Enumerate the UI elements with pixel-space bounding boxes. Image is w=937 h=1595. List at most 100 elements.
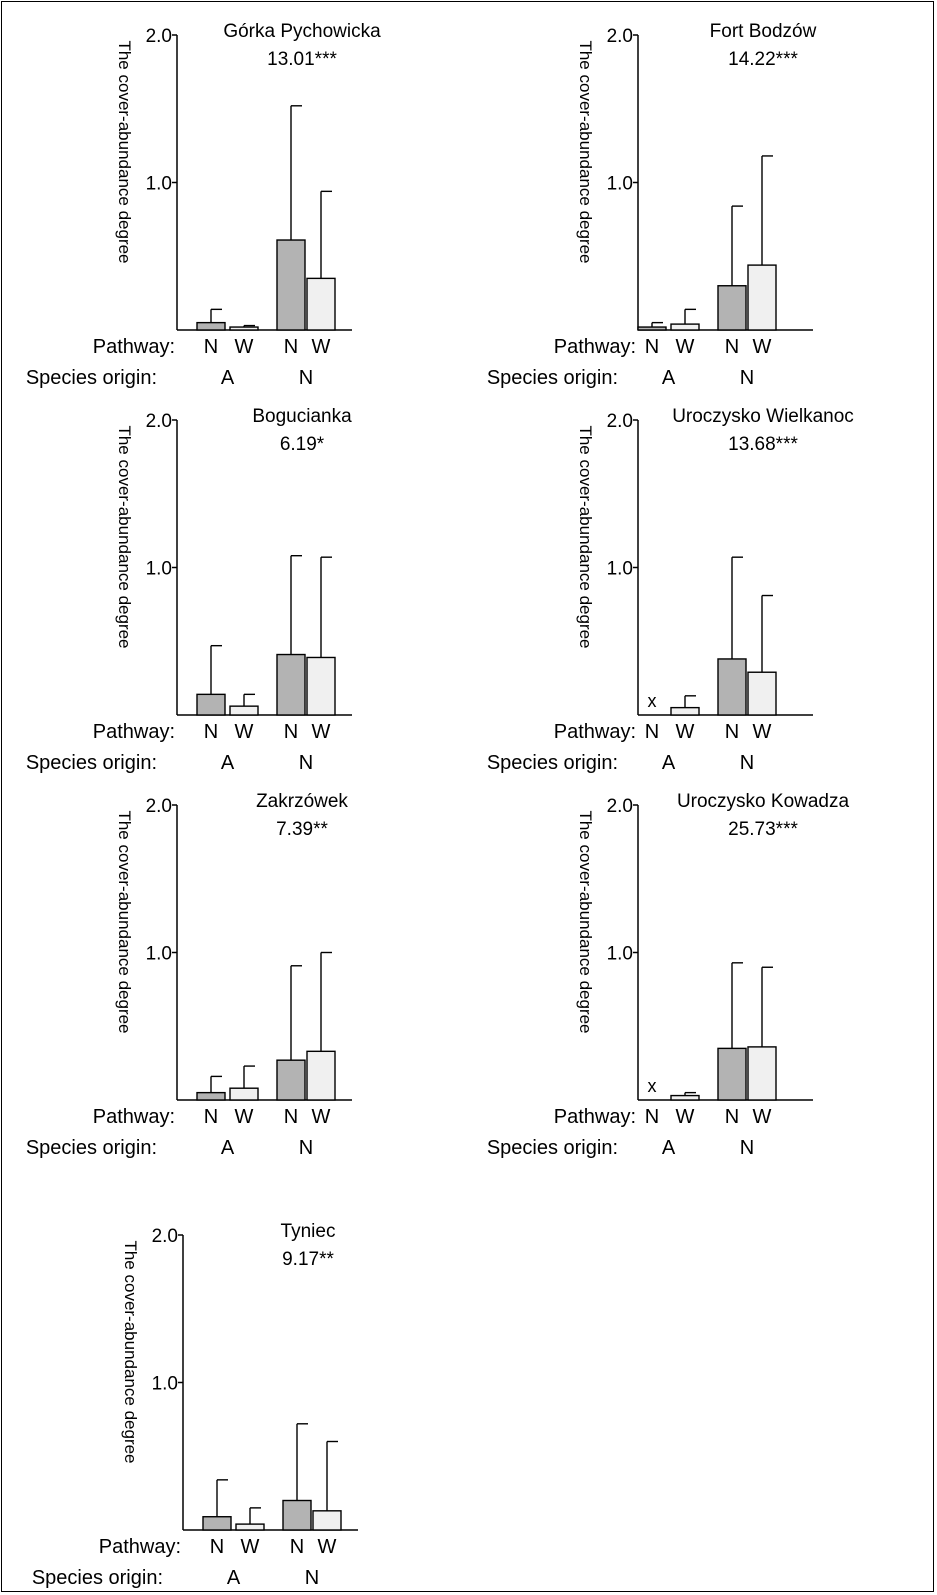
- category-label: N: [210, 1536, 224, 1558]
- bar: [229, 1087, 259, 1101]
- bar: [670, 323, 700, 331]
- category-label: W: [318, 1536, 337, 1558]
- panel-statistic: 9.17**: [282, 1249, 334, 1270]
- bar: [312, 1510, 342, 1531]
- bar: [306, 277, 336, 331]
- panel-statistic: 14.22***: [728, 49, 798, 70]
- category-label: N: [725, 336, 739, 358]
- group-label: N: [299, 367, 313, 389]
- panel-title: Uroczysko Wielkanoc: [672, 406, 854, 427]
- category-label: W: [753, 336, 772, 358]
- bar: [282, 1499, 312, 1531]
- group-label: N: [740, 367, 754, 389]
- category-label: W: [235, 721, 254, 743]
- bar: [229, 326, 259, 331]
- group-label: N: [299, 1137, 313, 1159]
- y-tick-label: 2.0: [146, 796, 172, 817]
- bar: [235, 1523, 265, 1531]
- y-tick-label: 1.0: [607, 174, 633, 195]
- category-label: W: [312, 1106, 331, 1128]
- panel-statistic: 13.01***: [267, 49, 337, 70]
- chart-panel: 1.0 2.0 The cover-abundance degree Zakrzówe…: [26, 791, 352, 1159]
- panel-title: Zakrzówek: [256, 791, 348, 812]
- category-label: N: [204, 721, 218, 743]
- pathway-label: Pathway:: [93, 721, 175, 743]
- group-label: A: [221, 752, 235, 774]
- y-tick-label: 1.0: [146, 559, 172, 580]
- bar: [196, 1091, 226, 1101]
- category-label: W: [753, 1106, 772, 1128]
- y-tick-label: 2.0: [607, 796, 633, 817]
- group-label: A: [662, 367, 676, 389]
- y-axis-label: The cover-abundance degree: [115, 425, 134, 648]
- bar: [670, 706, 700, 716]
- y-tick-label: 1.0: [146, 944, 172, 965]
- species-origin-label: Species origin:: [26, 1137, 157, 1159]
- bar: [306, 1050, 336, 1101]
- category-label: N: [204, 1106, 218, 1128]
- y-axis-label: The cover-abundance degree: [576, 810, 595, 1033]
- panel-title: Górka Pychowicka: [223, 21, 381, 42]
- category-label: N: [284, 336, 298, 358]
- group-label: A: [227, 1567, 241, 1589]
- panel-statistic: 13.68***: [728, 434, 798, 455]
- group-label: N: [740, 752, 754, 774]
- panel-statistic: 25.73***: [728, 819, 798, 840]
- chart-panel: 1.0 2.0 The cover-abundance degree Tyniec 9.…: [32, 1221, 358, 1589]
- y-axis-label: The cover-abundance degree: [115, 810, 134, 1033]
- pathway-label: Pathway:: [93, 336, 175, 358]
- category-label: W: [312, 336, 331, 358]
- category-label: W: [676, 1106, 695, 1128]
- species-origin-label: Species origin:: [487, 367, 618, 389]
- category-label: N: [204, 336, 218, 358]
- bar: [196, 321, 226, 331]
- species-origin-label: Species origin:: [487, 752, 618, 774]
- chart-panel: 1.0 2.0 The cover-abundance degree Bogucian…: [26, 406, 352, 774]
- pathway-label: Pathway:: [554, 1106, 636, 1128]
- category-label: N: [284, 1106, 298, 1128]
- y-tick-label: 1.0: [152, 1374, 178, 1395]
- category-label: N: [645, 721, 659, 743]
- panel-statistic: 7.39**: [276, 819, 328, 840]
- y-axis-label: The cover-abundance degree: [115, 40, 134, 263]
- category-label: N: [725, 721, 739, 743]
- group-label: A: [662, 1137, 676, 1159]
- bar: [637, 326, 667, 331]
- absent-mark: x: [648, 691, 657, 711]
- group-label: A: [221, 367, 235, 389]
- species-origin-label: Species origin:: [26, 367, 157, 389]
- bar: [276, 1059, 306, 1101]
- group-label: N: [740, 1137, 754, 1159]
- bar: [276, 239, 306, 331]
- y-tick-label: 2.0: [146, 411, 172, 432]
- category-label: N: [645, 1106, 659, 1128]
- pathway-label: Pathway:: [554, 336, 636, 358]
- pathway-label: Pathway:: [93, 1106, 175, 1128]
- panel-statistic: 6.19*: [280, 434, 325, 455]
- bar: [717, 658, 747, 716]
- chart-panel: 1.0 2.0 The cover-abundance degree Uroczysk…: [487, 791, 850, 1159]
- pathway-label: Pathway:: [99, 1536, 181, 1558]
- category-label: W: [235, 1106, 254, 1128]
- y-axis-label: The cover-abundance degree: [121, 1240, 140, 1463]
- y-tick-label: 2.0: [607, 26, 633, 47]
- pathway-label: Pathway:: [554, 721, 636, 743]
- group-label: A: [662, 752, 676, 774]
- group-label: N: [305, 1567, 319, 1589]
- y-axis-label: The cover-abundance degree: [576, 425, 595, 648]
- bar: [717, 285, 747, 331]
- category-label: W: [676, 721, 695, 743]
- bar: [202, 1516, 232, 1531]
- bar: [747, 264, 777, 331]
- bar: [229, 705, 259, 716]
- species-origin-label: Species origin:: [32, 1567, 163, 1589]
- y-tick-label: 2.0: [146, 26, 172, 47]
- group-label: N: [299, 752, 313, 774]
- category-label: W: [235, 336, 254, 358]
- bar: [747, 671, 777, 716]
- y-tick-label: 1.0: [146, 174, 172, 195]
- species-origin-label: Species origin:: [26, 752, 157, 774]
- category-label: N: [645, 336, 659, 358]
